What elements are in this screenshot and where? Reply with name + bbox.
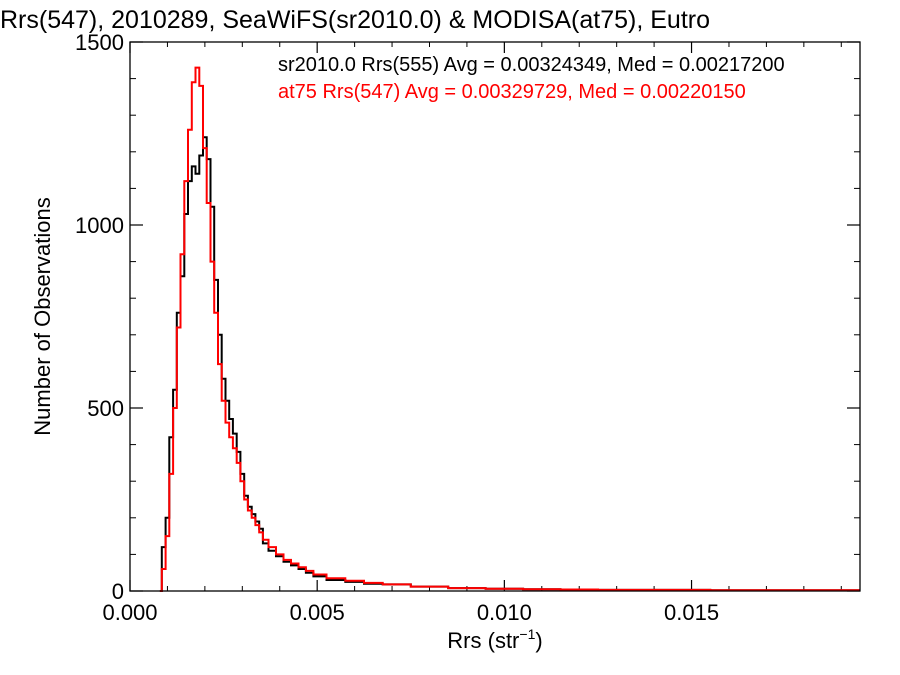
x-tick-label: 0.005 [290,600,345,625]
y-tick-label: 1500 [75,30,124,55]
x-axis-label-main: Rrs (str [447,628,519,653]
plot-frame [129,41,861,592]
legend-entry: sr2010.0 Rrs(555) Avg = 0.00324349, Med … [278,54,785,76]
histogram-series [159,66,860,592]
axis-ticks [129,41,860,592]
legend-entry: at75 Rrs(547) Avg = 0.00329729, Med = 0.… [278,81,746,103]
series-at75-line [159,66,860,592]
x-axis-label-superscript: −1 [519,626,535,642]
x-axis-label: Rrs (str−1) [447,626,542,653]
x-tick-label: 0.015 [664,600,719,625]
y-axis-label: Number of Observations [30,197,55,435]
legend: sr2010.0 Rrs(555) Avg = 0.00324349, Med … [278,54,785,103]
chart-title: Rrs(547), 2010289, SeaWiFS(sr2010.0) & M… [0,6,710,34]
series-sr2010-line [159,136,860,592]
y-tick-label: 0 [112,579,124,604]
x-axis-label-close: ) [535,628,542,653]
y-tick-label: 500 [87,396,124,421]
y-tick-label: 1000 [75,213,124,238]
x-tick-label: 0.010 [477,600,532,625]
axis-tick-labels: 0.000 0.005 0.010 0.015 0 500 1000 1500 [75,30,719,625]
x-tick-label: 0.000 [102,600,157,625]
